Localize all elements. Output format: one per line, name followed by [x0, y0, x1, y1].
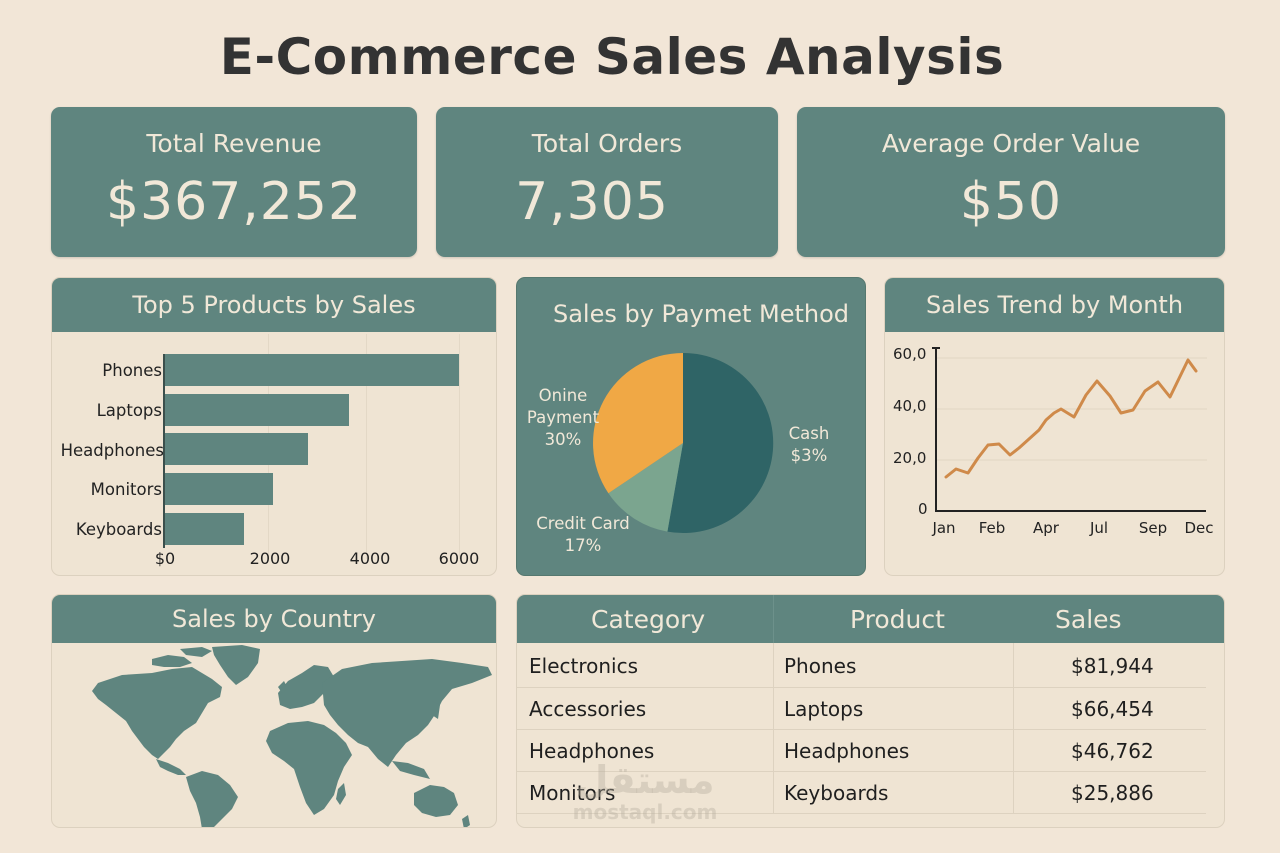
table-header	[517, 595, 1224, 643]
bar-keyboards	[165, 513, 244, 545]
x-tick: Jan	[932, 519, 956, 537]
panel-title: Sales by Paymet Method	[552, 300, 850, 328]
table-cell-product: Keyboards	[784, 781, 889, 805]
bar-label-phones: Phones	[102, 361, 162, 380]
top-products-panel: Top 5 Products by Sales Phones Laptops H…	[51, 277, 497, 576]
bar-headphones	[165, 433, 308, 465]
kpi-average-order-value: Average Order Value $50	[797, 107, 1225, 257]
x-tick: 2000	[249, 549, 291, 568]
table-cell-category: Accessories	[529, 697, 647, 721]
bar-label-keyboards: Keyboards	[75, 520, 162, 539]
kpi-value: $367,252	[105, 172, 363, 232]
table-cell-product: Headphones	[784, 739, 910, 763]
table-cell-product: Phones	[784, 654, 857, 678]
bar-phones	[165, 354, 459, 386]
pie-slice-cash	[667, 352, 774, 533]
table-cell-sales: $66,454	[1071, 697, 1154, 721]
kpi-label: Total Orders	[531, 129, 683, 158]
payment-method-panel: Sales by Paymet Method Onine Payment 30%…	[516, 277, 866, 576]
table-cell-category: Monitors	[529, 781, 616, 805]
table-cell-sales: $25,886	[1071, 781, 1154, 805]
y-tick: 40,0	[893, 397, 927, 415]
x-tick: Sep	[1138, 519, 1168, 537]
column-header-category[interactable]: Category	[591, 604, 706, 634]
x-tick: $0	[154, 549, 176, 568]
bar-monitors	[165, 473, 273, 505]
y-axis-line	[163, 354, 165, 548]
pie-slice-online-payment	[593, 353, 683, 494]
kpi-value: $50	[959, 172, 1063, 232]
y-tick: 0	[918, 500, 928, 518]
panel-title: Top 5 Products by Sales	[52, 278, 496, 332]
pie-label-credit-card: Credit Card 17%	[536, 514, 630, 555]
kpi-value: 7,305	[515, 172, 669, 232]
x-tick: Apr	[1033, 519, 1059, 537]
x-tick: 4000	[349, 549, 391, 568]
table-cell-product: Laptops	[784, 697, 864, 721]
table-cell-sales: $46,762	[1071, 739, 1154, 763]
panel-title: Sales Trend by Month	[885, 278, 1224, 332]
bar-label-laptops: Laptops	[96, 401, 162, 420]
y-tick: 20,0	[893, 449, 927, 467]
table-cell-category: Electronics	[529, 654, 639, 678]
pie-slice-credit-card	[608, 443, 683, 532]
kpi-total-orders: Total Orders 7,305	[436, 107, 778, 257]
panel-title: Sales by Country	[52, 595, 496, 643]
pie-chart	[593, 352, 774, 533]
pie-label-online-payment: Onine Payment 30%	[526, 386, 600, 449]
pie-label-cash: Cash $3%	[788, 424, 830, 465]
x-tick: Dec	[1184, 519, 1214, 537]
bar-label-monitors: Monitors	[90, 480, 162, 499]
line-chart	[932, 347, 1207, 512]
sales-trend-panel: Sales Trend by Month 60,0 40,0 20,0 0 Ja…	[884, 277, 1225, 576]
x-tick: Jul	[1089, 519, 1109, 537]
sales-trend-line	[944, 358, 1198, 479]
x-tick: Feb	[978, 519, 1006, 537]
y-tick: 60,0	[893, 345, 927, 363]
sales-table: Category Product Sales Electronics Phone…	[516, 594, 1225, 828]
page-title: E-Commerce Sales Analysis	[219, 28, 1005, 86]
gridline	[459, 334, 460, 559]
gridline	[366, 334, 367, 559]
bar-label-headphones: Headphones	[60, 441, 164, 460]
kpi-total-revenue: Total Revenue $367,252	[51, 107, 417, 257]
x-tick: 6000	[438, 549, 480, 568]
kpi-label: Total Revenue	[146, 129, 322, 158]
column-header-product[interactable]: Product	[850, 604, 945, 634]
bar-laptops	[165, 394, 349, 426]
world-map-icon	[92, 645, 492, 827]
table-cell-sales: $81,944	[1071, 654, 1154, 678]
table-cell-category: Headphones	[529, 739, 655, 763]
sales-by-country-panel: Sales by Country	[51, 594, 497, 828]
column-header-sales[interactable]: Sales	[1055, 604, 1122, 634]
kpi-label: Average Order Value	[881, 129, 1141, 158]
